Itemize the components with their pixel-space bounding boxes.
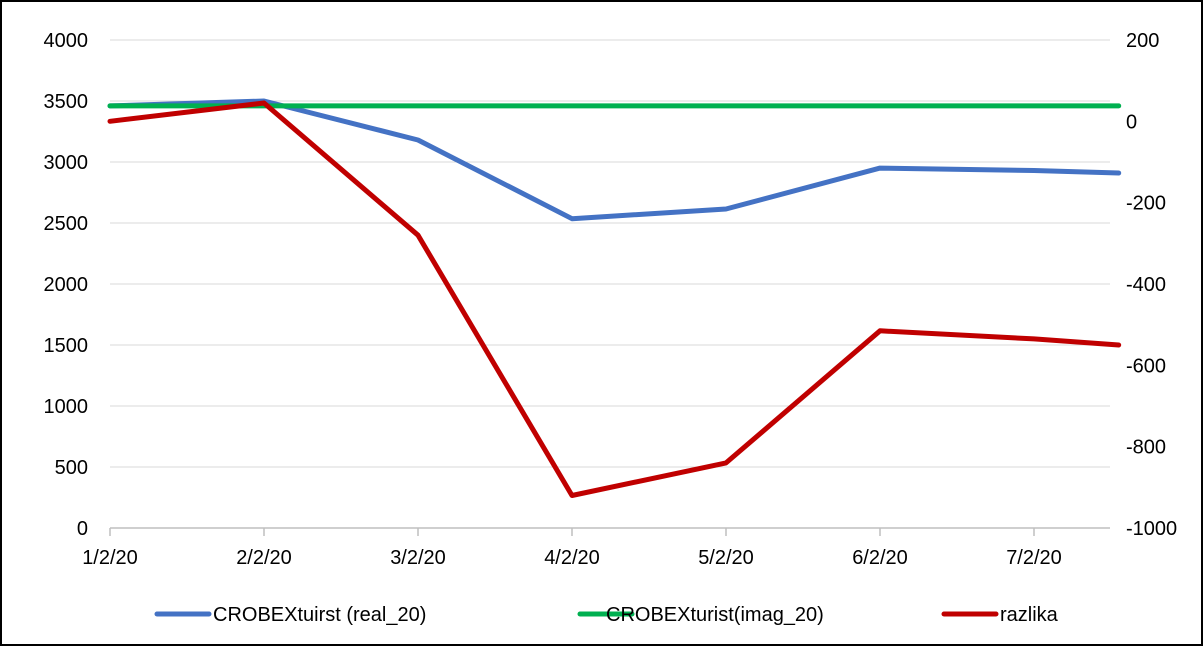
y-left-tick-label: 4000 [44, 30, 89, 52]
y-left-tick-label: 1500 [44, 335, 89, 357]
y-right-tick-label: -800 [1126, 437, 1166, 459]
y-left-tick-label: 1000 [44, 396, 89, 418]
legend-label-0: CROBEXtuirst (real_20) [213, 604, 426, 626]
y-left-tick-label: 500 [55, 457, 88, 479]
legend-label-1: CROBEXturist(imag_20) [606, 604, 824, 626]
y-left-tick-label: 3000 [44, 152, 89, 174]
x-tick-label: 1/2/20 [82, 547, 138, 569]
y-left-tick-label: 2000 [44, 274, 89, 296]
x-tick-label: 7/2/20 [1006, 547, 1062, 569]
x-tick-label: 3/2/20 [390, 547, 446, 569]
x-tick-label: 2/2/20 [236, 547, 292, 569]
y-right-tick-label: -1000 [1126, 518, 1177, 540]
series-lines [107, 98, 1122, 498]
x-tick-label: 6/2/20 [852, 547, 908, 569]
y-right-tick-label: -200 [1126, 193, 1166, 215]
y-right-tick-label: 200 [1126, 30, 1159, 52]
y-right-tick-label: -400 [1126, 274, 1166, 296]
y-left-tick-label: 0 [77, 518, 88, 540]
gridlines [110, 39, 1110, 468]
y-axis-left: 0 500 1000 1500 2000 2500 3000 3500 4000 [44, 30, 89, 540]
y-right-tick-label: 0 [1126, 111, 1137, 133]
x-tick-label: 4/2/20 [544, 547, 600, 569]
series-line-2 [107, 100, 1122, 498]
y-right-tick-label: -600 [1126, 355, 1166, 377]
y-axis-right: -1000 -800 -600 -400 -200 0 200 [1126, 30, 1177, 540]
legend-label-2: razlika [1000, 604, 1059, 626]
x-tick-label: 5/2/20 [698, 547, 754, 569]
legend: CROBEXtuirst (real_20) CROBEXturist(imag_… [154, 604, 1059, 626]
x-axis: 1/2/20 2/2/20 3/2/20 4/2/20 5/2/20 6/2/20 7/2/… [82, 527, 1110, 569]
y-left-tick-label: 3500 [44, 91, 89, 113]
y-left-tick-label: 2500 [44, 213, 89, 235]
